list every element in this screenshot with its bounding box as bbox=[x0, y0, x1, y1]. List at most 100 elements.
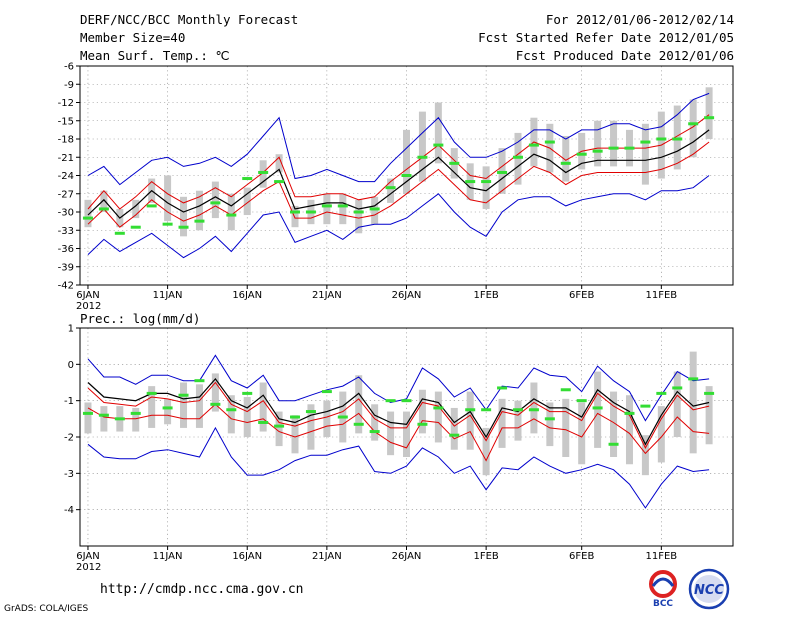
temp-member-range-box bbox=[291, 205, 299, 228]
prec-ytick-label: 0 bbox=[68, 360, 74, 371]
prec-member-range-box bbox=[498, 398, 506, 448]
prec-member-range-box bbox=[132, 407, 140, 432]
prec-maximum-line bbox=[87, 354, 710, 422]
temp-ytick-label: -27 bbox=[58, 189, 74, 200]
temp-observed-mark bbox=[544, 140, 555, 144]
temp-ensemble-mean-line bbox=[87, 129, 710, 219]
temp-member-range-box bbox=[641, 123, 649, 185]
temp-observed-mark bbox=[401, 174, 412, 177]
temp-member-range-box bbox=[562, 135, 570, 182]
temp-mean-stdev-line bbox=[87, 114, 710, 210]
temp-xtick-label: 1FEB bbox=[473, 290, 498, 301]
prec-xtick-label: 11FEB bbox=[646, 551, 678, 562]
temp-ytick-label: -33 bbox=[58, 226, 74, 237]
prec-observed-mark bbox=[258, 420, 269, 424]
temp-ytick-label: -36 bbox=[58, 244, 74, 255]
prec-observed-mark bbox=[672, 386, 683, 390]
prec-mean-stdev-line bbox=[87, 403, 710, 462]
prec-xtick-label: 6JAN bbox=[76, 551, 99, 562]
prec-member-range-box bbox=[578, 402, 586, 465]
temp-member-range-box bbox=[482, 166, 490, 209]
prec-member-range-box bbox=[657, 406, 665, 463]
prec-member-range-box bbox=[625, 395, 633, 465]
prec-observed-mark bbox=[704, 391, 715, 395]
temp-observed-mark bbox=[210, 201, 221, 205]
prec-observed-mark bbox=[449, 433, 460, 437]
temp-ytick-label: -42 bbox=[58, 281, 74, 292]
prec-member-range-box bbox=[307, 404, 315, 450]
prec-observed-mark bbox=[417, 422, 428, 426]
temp-member-range-box bbox=[594, 120, 602, 167]
prec-observed-mark bbox=[321, 390, 332, 394]
temp-ytick-label: -21 bbox=[58, 153, 74, 164]
temp-observed-mark bbox=[560, 161, 571, 165]
temp-ytick-label: -12 bbox=[58, 98, 74, 109]
prec-observed-mark bbox=[194, 379, 205, 383]
prec-xtick-label: 1FEB bbox=[473, 551, 498, 562]
bcc-logo: BCC bbox=[649, 570, 677, 609]
temp-observed-mark bbox=[290, 210, 301, 214]
temp-observed-mark bbox=[258, 170, 269, 174]
temp-observed-mark bbox=[242, 177, 253, 181]
temp-xtick-label: 6FEB bbox=[569, 290, 594, 301]
prec-observed-mark bbox=[305, 410, 316, 414]
prec-observed-mark bbox=[385, 399, 396, 403]
forecast-produced-date: Fcst Produced Date 2012/01/06 bbox=[515, 48, 734, 63]
prec-observed-mark bbox=[290, 415, 301, 419]
prec-member-range-box bbox=[434, 391, 442, 443]
prec-member-range-box bbox=[243, 397, 251, 437]
temp-ytick-label: -30 bbox=[58, 208, 74, 219]
prec-observed-mark bbox=[210, 402, 221, 406]
prec-member-range-box bbox=[275, 411, 283, 447]
temp-observed-mark bbox=[194, 219, 205, 223]
prec-ytick-label: 1 bbox=[68, 324, 74, 335]
prec-member-range-box bbox=[594, 371, 602, 448]
temperature-variable-label: Mean Surf. Temp.: ℃ bbox=[80, 48, 230, 63]
temp-observed-mark bbox=[178, 225, 189, 229]
prec-member-range-box bbox=[291, 415, 299, 454]
prec-member-range-box bbox=[84, 402, 92, 434]
prec-observed-mark bbox=[512, 408, 523, 412]
prec-xtick-year: 2012 bbox=[76, 562, 101, 573]
temp-member-range-box bbox=[387, 178, 395, 203]
prec-member-range-box bbox=[450, 407, 458, 450]
temp-observed-mark bbox=[656, 137, 667, 141]
temp-xtick-label: 26JAN bbox=[392, 290, 422, 301]
temp-observed-mark bbox=[146, 204, 157, 208]
prec-ytick-label: -3 bbox=[64, 469, 74, 480]
prec-observed-mark bbox=[274, 424, 285, 428]
prec-member-range-box bbox=[562, 398, 570, 457]
temp-xtick-label: 11JAN bbox=[153, 290, 183, 301]
prec-observed-mark bbox=[401, 399, 412, 403]
temp-member-range-box bbox=[339, 193, 347, 225]
prec-panel: Prec.: log(mm/d) 1 0 -1 -2 -3 -4 6JAN 11JAN 16JAN… bbox=[64, 311, 734, 573]
prec-observed-mark bbox=[98, 413, 109, 417]
prec-member-range-box bbox=[100, 406, 108, 432]
prec-observed-mark bbox=[465, 408, 476, 412]
temp-member-range-box bbox=[498, 148, 506, 194]
temp-observed-mark bbox=[512, 155, 523, 159]
temp-ytick-label: -39 bbox=[58, 262, 74, 273]
temp-member-range-box bbox=[418, 111, 426, 182]
prec-member-range-box bbox=[180, 382, 188, 428]
temp-observed-mark bbox=[226, 213, 237, 217]
temp-observed-mark bbox=[624, 146, 635, 150]
prec-observed-mark bbox=[640, 404, 651, 408]
prec-ytick-label: -4 bbox=[64, 505, 74, 516]
prec-observed-mark bbox=[337, 415, 348, 419]
prec-observed-mark bbox=[353, 422, 364, 426]
temp-member-range-box bbox=[403, 129, 410, 194]
temp-ytick-label: -9 bbox=[64, 80, 74, 91]
source-url[interactable]: http://cmdp.ncc.cma.gov.cn bbox=[100, 582, 304, 597]
temp-observed-mark bbox=[162, 222, 173, 226]
prec-xtick-label: 26JAN bbox=[392, 551, 422, 562]
temp-observed-mark bbox=[353, 210, 364, 214]
prec-observed-mark bbox=[82, 411, 93, 415]
prec-observed-mark bbox=[162, 406, 173, 410]
temp-observed-mark bbox=[98, 207, 109, 211]
temp-observed-mark bbox=[576, 152, 587, 156]
temp-observed-mark bbox=[337, 204, 348, 208]
prec-member-range-box bbox=[387, 411, 395, 456]
temp-member-range-box bbox=[275, 154, 283, 173]
prec-observed-mark bbox=[688, 377, 699, 381]
